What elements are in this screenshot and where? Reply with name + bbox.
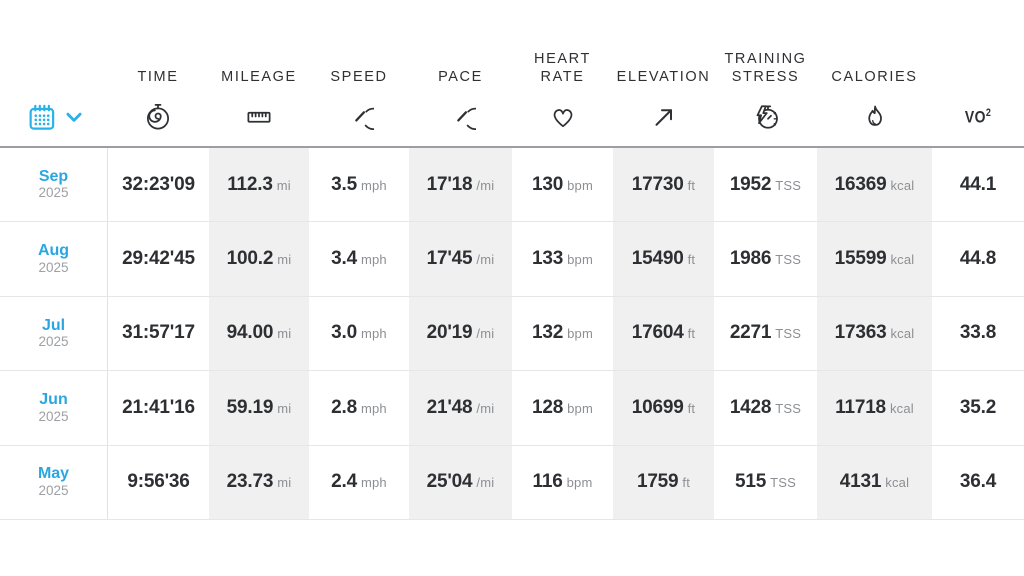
table-row[interactable]: Sep 2025 32:23'09 112.3 mi 3.5 mph 17'18/m… — [0, 148, 1024, 223]
vo2-cell: 33.8 — [959, 322, 997, 344]
calories-cell: 11718 kcal — [817, 371, 932, 445]
elevation-cell: 17730 ft — [613, 148, 714, 222]
vo2-cell: 35.2 — [959, 396, 997, 418]
speed-cell: 3.0 mph — [331, 322, 387, 344]
calories-cell: 4131 kcal — [817, 445, 932, 519]
heart-icon — [512, 88, 613, 146]
table-row[interactable]: Jun 2025 21:41'16 59.19 mi 2.8 mph 21'48/m… — [0, 371, 1024, 446]
training-stress-cell: 2271 TSS — [729, 322, 802, 344]
month-cell[interactable]: Jul 2025 — [0, 297, 107, 370]
year-label: 2025 — [38, 259, 69, 275]
table-row[interactable]: Aug 2025 29:42'45 100.2 mi 3.4 mph 17'45/m… — [0, 222, 1024, 297]
month-label: Jun — [39, 390, 68, 408]
stress-stopwatch-icon — [714, 88, 817, 146]
training-stress-cell: 1952 TSS — [729, 173, 802, 195]
stopwatch-icon — [107, 88, 209, 146]
pace-cell: 17'45/mi — [409, 222, 512, 296]
elevation-cell: 10699 ft — [613, 371, 714, 445]
training-stress-cell: 1428 TSS — [729, 396, 802, 418]
time-cell: 9:56'36 — [107, 445, 209, 519]
year-label: 2025 — [38, 185, 69, 201]
vo2-cell: 36.4 — [959, 471, 997, 493]
chevron-down-icon — [66, 112, 82, 123]
header-col-month — [0, 0, 107, 146]
ruler-icon — [209, 88, 309, 146]
calories-cell: 16369 kcal — [817, 148, 932, 222]
header-col-mileage: MILEAGE — [209, 0, 309, 146]
header-col-training-stress: TRAINING STRESS — [714, 0, 817, 146]
elevation-cell: 1759 ft — [613, 445, 714, 519]
column-label-mileage: MILEAGE — [221, 68, 297, 85]
speed-cell: 3.5 mph — [331, 173, 387, 195]
month-label: May — [37, 465, 70, 483]
heart-rate-cell: 116 bpm — [532, 471, 593, 493]
month-cell[interactable]: Jun 2025 — [0, 371, 107, 444]
month-label: Aug — [37, 242, 70, 260]
month-cell[interactable]: Aug 2025 — [0, 222, 107, 295]
table-row[interactable]: Jul 2025 31:57'17 94.00 mi 3.0 mph 20'19/m… — [0, 296, 1024, 372]
table-row[interactable]: May 2025 9:56'36 23.73 mi 2.4 mph 25'04/mi… — [0, 445, 1024, 520]
year-label: 2025 — [38, 482, 69, 498]
calendar-icon — [26, 102, 57, 133]
month-label: Sep — [38, 167, 69, 185]
arrow-up-right-icon — [613, 88, 714, 146]
year-label: 2025 — [38, 334, 69, 350]
header-col-elevation: ELEVATION — [613, 0, 714, 146]
calories-cell: 15599 kcal — [817, 222, 932, 296]
mileage-cell: 112.3 mi — [209, 148, 309, 222]
column-label-heart-rate: HEART RATE — [534, 50, 591, 85]
column-label-pace: PACE — [438, 68, 483, 85]
column-label-calories: CALORIES — [831, 68, 918, 85]
column-label-elevation: ELEVATION — [616, 68, 711, 85]
mileage-cell: 59.19 mi — [209, 371, 309, 445]
vo2-label: VO2 — [964, 106, 992, 127]
pace-cell: 17'18/mi — [409, 148, 512, 222]
stats-table-body: Sep 2025 32:23'09 112.3 mi 3.5 mph 17'18/m… — [0, 146, 1024, 520]
date-range-selector[interactable] — [26, 102, 82, 133]
mileage-cell: 94.00 mi — [209, 296, 309, 371]
header-col-heart-rate: HEART RATE — [512, 0, 613, 146]
speed-cell: 3.4 mph — [331, 248, 387, 270]
pace-cell: 21'48/mi — [409, 371, 512, 445]
header-col-calories: CALORIES — [817, 0, 932, 146]
mileage-cell: 23.73 mi — [209, 445, 309, 519]
column-label-time: TIME — [137, 68, 179, 85]
calories-cell: 17363 kcal — [817, 296, 932, 371]
gauge-icon — [409, 88, 512, 146]
month-cell[interactable]: May 2025 — [0, 446, 107, 519]
header-col-speed: SPEED — [309, 0, 409, 146]
mileage-cell: 100.2 mi — [209, 222, 309, 296]
time-cell: 29:42'45 — [107, 222, 209, 296]
heart-rate-cell: 132 bpm — [532, 322, 593, 344]
training-stress-cell: 515 TSS — [735, 471, 796, 493]
pace-cell: 20'19/mi — [409, 296, 512, 371]
column-label-speed: SPEED — [330, 68, 388, 85]
time-cell: 21:41'16 — [107, 371, 209, 445]
elevation-cell: 15490 ft — [613, 222, 714, 296]
vo2-cell: 44.1 — [959, 173, 997, 195]
elevation-cell: 17604 ft — [613, 296, 714, 371]
header-col-vo2: VO2 — [932, 0, 1024, 146]
flame-icon — [817, 88, 932, 146]
header-col-pace: PACE — [409, 0, 512, 146]
heart-rate-cell: 133 bpm — [532, 248, 593, 270]
heart-rate-cell: 130 bpm — [532, 173, 593, 195]
vo2-cell: 44.8 — [959, 248, 997, 270]
time-cell: 32:23'09 — [107, 148, 209, 222]
pace-cell: 25'04/mi — [409, 445, 512, 519]
column-label-training-stress: TRAINING STRESS — [724, 50, 807, 85]
speed-cell: 2.8 mph — [331, 396, 387, 418]
header-col-time: TIME — [107, 0, 209, 146]
gauge-icon — [309, 88, 409, 146]
speed-cell: 2.4 mph — [331, 471, 387, 493]
training-stress-cell: 1986 TSS — [729, 248, 802, 270]
month-cell[interactable]: Sep 2025 — [0, 148, 107, 221]
month-label: Jul — [41, 316, 66, 334]
year-label: 2025 — [38, 408, 69, 424]
table-header: TIME MILEAGE — [0, 0, 1024, 146]
heart-rate-cell: 128 bpm — [532, 396, 593, 418]
time-cell: 31:57'17 — [107, 296, 209, 371]
